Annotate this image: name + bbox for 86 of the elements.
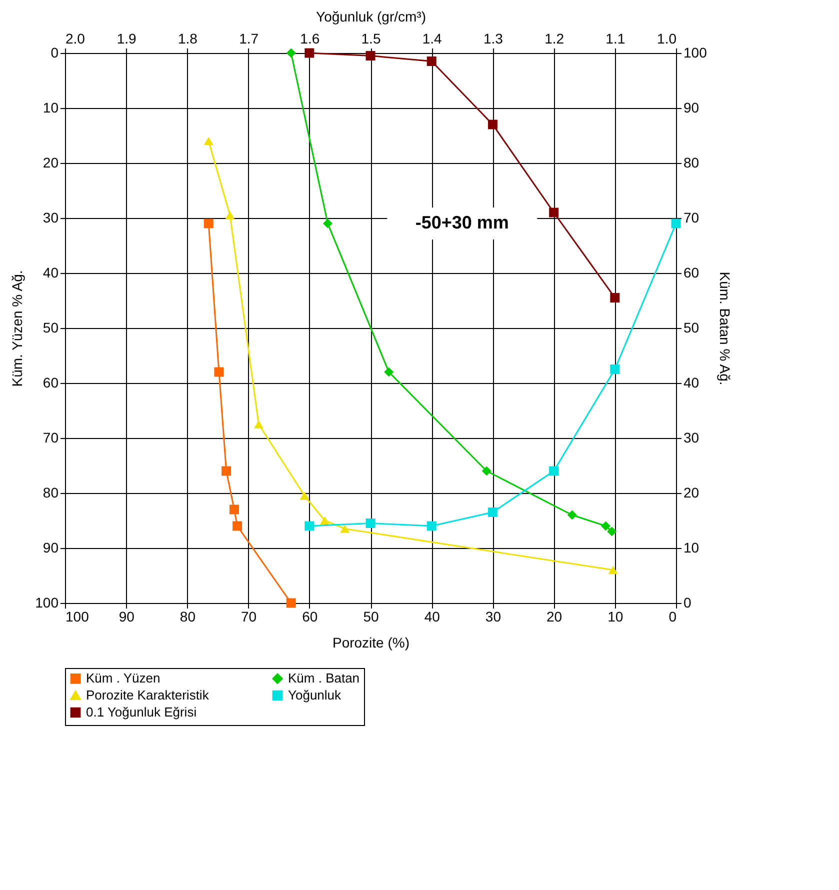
y2-tick-label: 70 [684, 210, 700, 226]
y-tick-label: 90 [42, 540, 59, 556]
legend-label: Yoğunluk [288, 688, 342, 702]
x2-tick-label: 1.7 [239, 30, 259, 46]
y2-tick-label: 90 [684, 100, 700, 116]
x2-tick-label: 1.2 [544, 30, 564, 46]
y-tick-label: 60 [42, 374, 59, 390]
point [225, 211, 235, 220]
x-tick-label: 60 [302, 608, 318, 624]
point [214, 367, 224, 377]
x2-tick-label: 1.6 [300, 30, 320, 46]
point [340, 524, 350, 533]
y-tick-label: 20 [42, 154, 59, 170]
y-tick-label: 0 [50, 44, 59, 60]
point [567, 510, 577, 520]
point [610, 293, 620, 302]
point [254, 420, 264, 428]
y2-tick-label: 10 [684, 540, 700, 556]
y2-tick-label: 50 [684, 320, 700, 336]
x2-tick-label: 1.5 [361, 30, 381, 46]
point [426, 56, 436, 66]
y-tick-label: 50 [42, 320, 59, 336]
x-tick-label: 100 [66, 608, 90, 624]
y-tick-label: 40 [42, 264, 59, 280]
y-tick-label: 30 [42, 210, 59, 226]
x2-axis-title: Yoğunluk (gr/cm³) [316, 8, 426, 24]
x-tick-label: 90 [118, 608, 135, 624]
point [488, 508, 498, 517]
y-axis-title: Küm. Yüzen % Ağ. [9, 270, 26, 387]
y2-tick-label: 100 [684, 44, 708, 60]
point [304, 48, 314, 58]
x2-tick-label: 1.3 [483, 30, 504, 46]
x-tick-label: 40 [424, 608, 440, 624]
x2-tick-label: 2.0 [66, 30, 86, 46]
y2-tick-label: 30 [684, 430, 700, 446]
x-tick-label: 10 [608, 608, 624, 624]
point [204, 136, 214, 146]
point [610, 364, 620, 374]
point [232, 521, 242, 531]
legend-label: Küm . Yüzen [86, 670, 160, 686]
y2-tick-label: 20 [684, 484, 700, 500]
y2-axis-title: Küm. Batan % Ağ. [716, 272, 733, 386]
y2-tick-label: 80 [684, 154, 700, 170]
x-tick-label: 80 [180, 608, 196, 624]
x-tick-label: 50 [363, 608, 379, 624]
y-tick-label: 70 [42, 430, 59, 446]
x-axis-title: Porozite (%) [332, 634, 410, 650]
x2-tick-label: 1.9 [116, 30, 137, 46]
point [384, 367, 394, 377]
x2-tick-label: 1.4 [422, 30, 442, 46]
y2-tick-label: 40 [684, 374, 700, 390]
annotation: -50+30 mm [415, 212, 509, 232]
x2-tick-label: 1.1 [606, 30, 626, 46]
point [286, 598, 296, 608]
point [230, 504, 239, 514]
y-tick-label: 100 [35, 594, 59, 610]
x-tick-label: 70 [241, 608, 257, 624]
x-tick-label: 30 [485, 608, 502, 624]
point [549, 466, 559, 476]
y-tick-label: 80 [42, 484, 59, 500]
point [488, 120, 498, 130]
point [608, 566, 618, 574]
legend-label: Küm . Batan [288, 670, 360, 686]
point [366, 518, 376, 528]
point [607, 526, 617, 536]
legend-label: Porozite Karakteristik [86, 688, 210, 702]
point [366, 51, 376, 60]
point [222, 466, 232, 476]
point [304, 521, 314, 531]
x2-tick-label: 1.8 [178, 30, 198, 46]
point [320, 516, 330, 525]
point [286, 48, 296, 58]
y-tick-label: 10 [42, 100, 59, 116]
y2-tick-label: 0 [684, 594, 692, 610]
x-tick-label: 0 [668, 608, 677, 624]
legend-label: 0.1 Yoğunluk Eğrisi [86, 704, 197, 720]
point [300, 492, 310, 500]
point [482, 466, 492, 476]
x2-tick-label: 1.0 [657, 30, 677, 46]
point [204, 218, 214, 228]
point [549, 208, 559, 218]
point [426, 521, 436, 531]
point [322, 218, 332, 228]
point [600, 521, 610, 531]
x-tick-label: 20 [546, 608, 562, 624]
y2-tick-label: 60 [684, 264, 700, 280]
